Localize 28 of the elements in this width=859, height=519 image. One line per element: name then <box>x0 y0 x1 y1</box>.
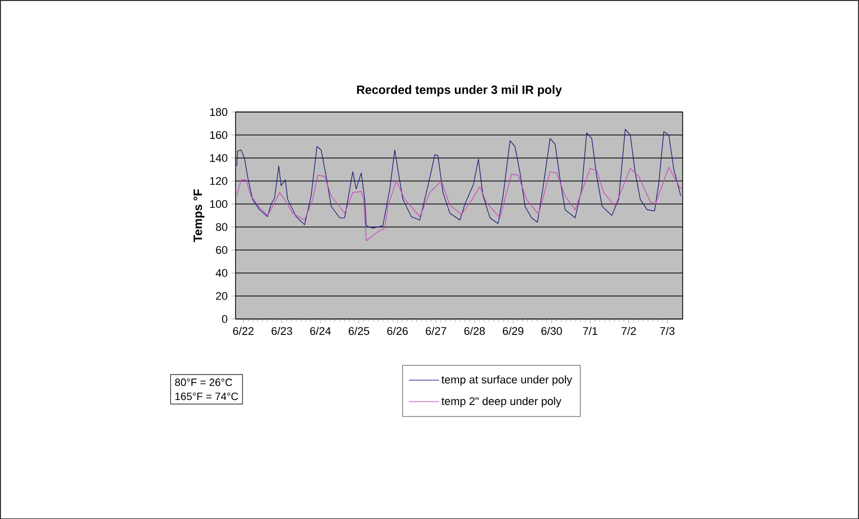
x-tick-label: 7/1 <box>583 326 598 335</box>
y-axis-title: Temps °F <box>194 189 204 242</box>
y-tick-label: 180 <box>210 108 228 116</box>
y-tick-label: 140 <box>210 154 228 162</box>
x-tick-label: 6/28 <box>464 326 485 335</box>
x-tick-label: 6/24 <box>310 326 331 335</box>
x-tick-label: 6/26 <box>387 326 408 335</box>
x-tick-label: 6/30 <box>541 326 562 335</box>
x-tick-label: 7/3 <box>660 326 674 335</box>
x-tick-label: 6/22 <box>233 326 254 335</box>
x-tick-label: 7/2 <box>622 326 636 335</box>
legend-label: temp at surface under poly <box>442 375 572 386</box>
text: 80°F = 26°C <box>175 378 232 386</box>
text: 165°F = 74°C <box>175 392 238 400</box>
x-tick-label: 6/23 <box>272 326 292 335</box>
legend-label: temp 2" deep under poly <box>442 396 562 408</box>
x-tick-label: 6/25 <box>348 326 370 335</box>
y-tick-label: 100 <box>210 200 228 208</box>
y-tick-label: 160 <box>210 130 228 139</box>
y-tick-label: 120 <box>210 176 228 185</box>
x-tick-label: 6/27 <box>426 326 446 335</box>
chart-title: Recorded temps under 3 mil IR poly <box>357 84 562 96</box>
y-tick-label: 40 <box>216 268 228 277</box>
y-tick-label: 20 <box>216 292 228 300</box>
y-tick-label: 0 <box>222 314 228 323</box>
y-tick-label: 60 <box>216 246 228 254</box>
y-tick-label: 80 <box>216 222 228 231</box>
x-tick-label: 6/29 <box>502 326 524 335</box>
